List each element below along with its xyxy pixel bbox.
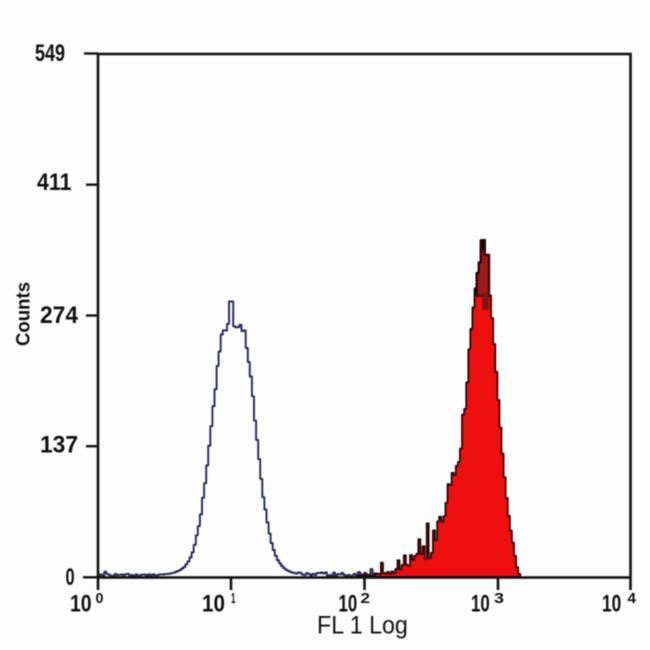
- svg-text:137: 137: [40, 431, 78, 458]
- svg-text:274: 274: [40, 301, 78, 328]
- svg-text:3: 3: [494, 591, 504, 607]
- svg-text:549: 549: [35, 40, 65, 66]
- svg-text:10: 10: [471, 591, 490, 618]
- svg-text:FL 1 Log: FL 1 Log: [317, 612, 408, 640]
- svg-text:0: 0: [66, 564, 75, 591]
- svg-text:4: 4: [628, 591, 637, 607]
- svg-text:10: 10: [602, 591, 621, 617]
- svg-text:10: 10: [202, 590, 225, 617]
- svg-text:10: 10: [70, 590, 92, 617]
- svg-text:1: 1: [231, 591, 236, 607]
- svg-text:2: 2: [361, 591, 371, 607]
- svg-text:Counts: Counts: [12, 282, 33, 346]
- svg-text:411: 411: [37, 168, 71, 195]
- svg-text:0: 0: [96, 591, 104, 607]
- svg-text:10: 10: [339, 591, 358, 618]
